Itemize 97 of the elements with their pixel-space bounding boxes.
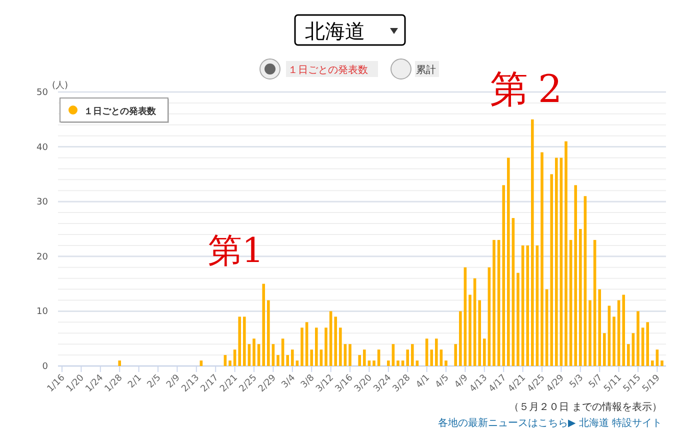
bar (329, 311, 332, 366)
y-tick-label: 20 (36, 252, 48, 262)
bar (468, 294, 472, 366)
bar (492, 240, 496, 366)
bar (564, 141, 568, 366)
bar (531, 119, 534, 366)
bar (598, 289, 601, 366)
bar (478, 300, 481, 366)
bar (617, 300, 620, 366)
x-tick-label: 4/1 (414, 373, 432, 390)
bar (516, 272, 520, 366)
bar (401, 360, 404, 366)
bar (262, 284, 265, 366)
bar (358, 355, 361, 366)
bar (411, 344, 414, 366)
bar (416, 360, 419, 366)
bar (502, 185, 505, 366)
bar (459, 311, 462, 366)
bar (656, 350, 659, 366)
bar (238, 316, 241, 366)
y-axis-title: (人) (52, 80, 68, 91)
bar (483, 338, 486, 366)
bar (291, 350, 294, 366)
y-tick-label: 50 (36, 88, 48, 98)
bar (526, 245, 529, 366)
bar (368, 360, 371, 366)
bar (627, 344, 630, 366)
text: 累計 (416, 64, 436, 76)
bar (296, 360, 299, 366)
bar (363, 350, 366, 366)
bar (310, 350, 313, 366)
bar (444, 360, 448, 366)
bar (550, 174, 553, 366)
bar (555, 158, 558, 366)
bar (305, 322, 308, 366)
bar (603, 333, 606, 366)
bar (300, 328, 304, 366)
bar (372, 360, 376, 366)
bar (243, 316, 246, 366)
text: （５月２０日 までの情報を表示） (508, 401, 662, 413)
x-tick-label: 5/7 (587, 373, 605, 390)
legend-label: １日ごとの発表数 (84, 106, 157, 117)
bar (348, 344, 352, 366)
annotation: 第2 (490, 67, 572, 111)
chart-title: 北海道 (305, 19, 365, 43)
bar (608, 306, 611, 366)
bar (579, 229, 582, 366)
bar (540, 152, 544, 366)
bar (324, 328, 328, 366)
x-tick-label: 2/1 (126, 373, 144, 390)
bar (507, 158, 510, 366)
bar (315, 328, 318, 366)
x-tick-label: 4/5 (434, 373, 452, 390)
bar (286, 355, 289, 366)
bar (435, 338, 438, 366)
bar (440, 350, 443, 366)
bar (334, 316, 337, 366)
bar (425, 338, 428, 366)
y-tick-label: 0 (42, 362, 48, 372)
bar (276, 355, 280, 366)
bar (200, 360, 203, 366)
bar (406, 350, 409, 366)
bar (267, 300, 270, 366)
bar (233, 350, 236, 366)
bar (118, 360, 121, 366)
x-tick-label: 3/8 (299, 372, 317, 390)
annotation: 第1 (208, 231, 264, 271)
bar (377, 350, 380, 366)
bar (228, 360, 232, 366)
text: 各地の最新ニュースはこちら▶ 北海道 特設サイト (438, 417, 662, 429)
bar (641, 328, 644, 366)
x-tick-label: 5/3 (568, 373, 586, 390)
x-tick-label: 2/9 (165, 372, 183, 390)
bar (651, 360, 654, 366)
bar (574, 185, 577, 366)
x-tick-label: 2/5 (146, 373, 164, 390)
bar (320, 350, 323, 366)
bar (430, 350, 433, 366)
x-tick-label: 4/9 (453, 372, 471, 390)
text: １日ごとの発表数 (288, 64, 368, 76)
y-tick-label: 10 (36, 307, 48, 318)
bar (396, 360, 400, 366)
bar (636, 311, 640, 366)
bar (588, 300, 592, 366)
bar (622, 294, 625, 366)
bar (387, 360, 390, 366)
y-tick-label: 40 (36, 142, 48, 153)
bar (454, 344, 457, 366)
bar (632, 333, 635, 366)
y-tick-label: 30 (36, 198, 48, 208)
bar (252, 338, 256, 366)
bar (281, 338, 284, 366)
x-tick-label: 3/4 (280, 372, 298, 390)
bar (612, 316, 616, 366)
bar (660, 360, 664, 366)
bar (339, 328, 342, 366)
bar (646, 322, 649, 366)
